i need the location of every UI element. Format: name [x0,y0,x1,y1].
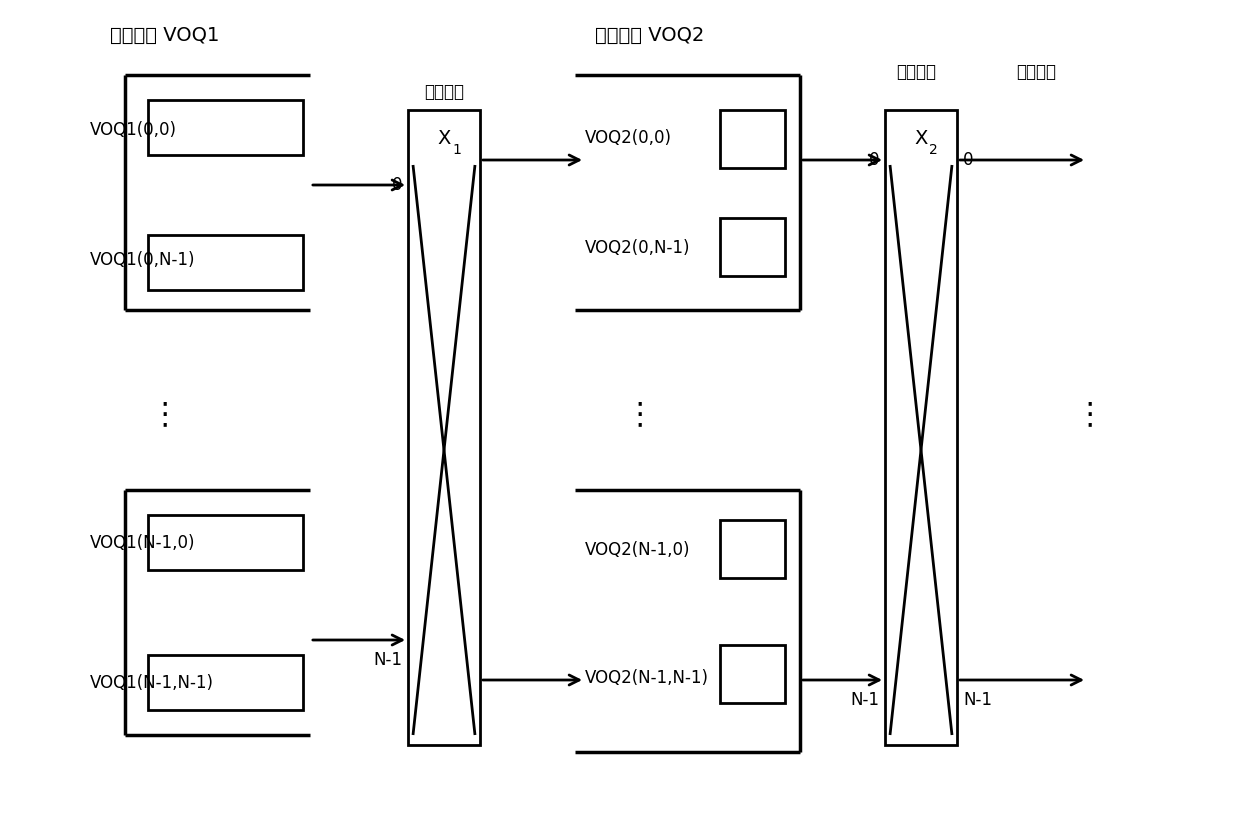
Bar [148,235,303,290]
Text: VOQ2(N-1,N-1): VOQ2(N-1,N-1) [585,669,709,687]
Text: 中间端口: 中间端口 [897,63,936,81]
Bar [720,645,785,703]
Text: 输入端口: 输入端口 [424,83,464,101]
Text: N-1: N-1 [963,691,992,709]
Text: X: X [914,129,928,148]
Text: VOQ1(N-1,N-1): VOQ1(N-1,N-1) [91,674,215,692]
Bar [148,100,303,155]
Bar [148,655,303,710]
Bar [720,218,785,276]
Bar [148,515,303,570]
Text: N-1: N-1 [849,691,879,709]
Text: VOQ2(0,0): VOQ2(0,0) [585,129,672,147]
Bar [408,110,480,745]
Text: 2: 2 [929,143,937,157]
Bar [720,520,785,578]
Text: 输出端口: 输出端口 [1016,63,1056,81]
Text: 0: 0 [868,151,879,169]
Text: VOQ1(0,N-1): VOQ1(0,N-1) [91,251,196,269]
Text: 1: 1 [453,143,461,157]
Text: X: X [438,129,450,148]
Text: VOQ1(N-1,0): VOQ1(N-1,0) [91,534,196,552]
Text: 中间缓存 VOQ2: 中间缓存 VOQ2 [595,26,704,45]
Text: VOQ2(0,N-1): VOQ2(0,N-1) [585,239,691,257]
Text: ⋮: ⋮ [625,401,655,429]
Text: ⋮: ⋮ [1075,401,1105,429]
Text: 输入缓存 VOQ1: 输入缓存 VOQ1 [110,26,219,45]
Text: 0: 0 [392,176,402,194]
Bar [720,110,785,168]
Text: VOQ2(N-1,0): VOQ2(N-1,0) [585,541,691,559]
Text: VOQ1(0,0): VOQ1(0,0) [91,121,177,139]
Text: ⋮: ⋮ [150,401,180,429]
Text: 0: 0 [963,151,973,169]
Bar [885,110,957,745]
Text: N-1: N-1 [373,651,402,669]
